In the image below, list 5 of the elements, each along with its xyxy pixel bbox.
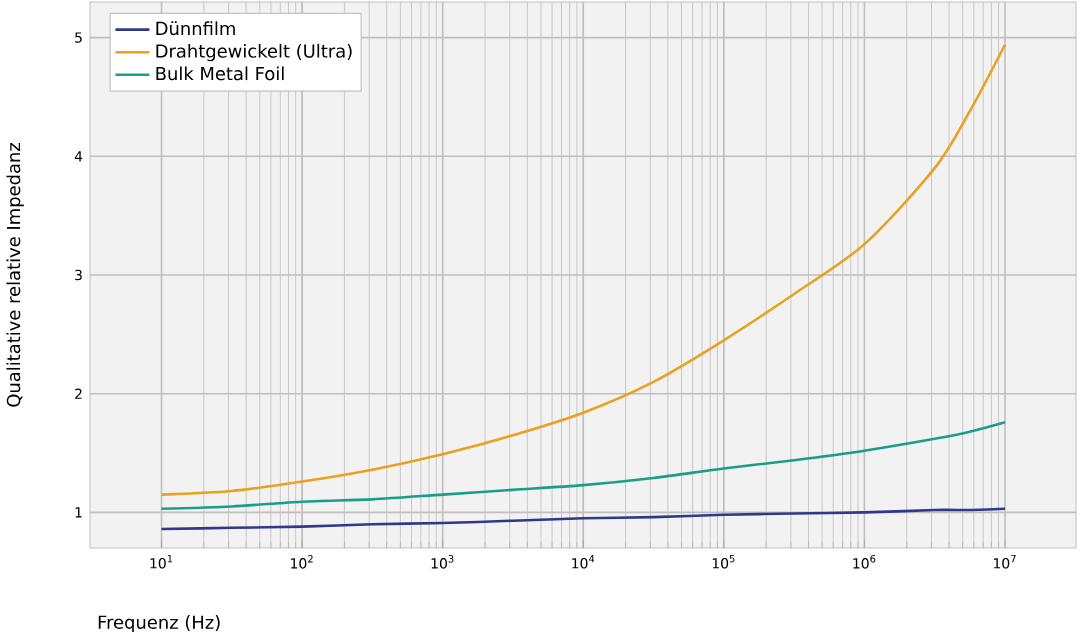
legend-label: Bulk Metal Foil [156,66,284,81]
legend-label: Drahtgewickelt (Ultra) [156,43,352,62]
y-axis-title: Qualitative relative Impedanz [6,143,24,407]
x-axis-title: Frequenz (Hz) [98,615,220,632]
legend-label: Dünnfilm [156,21,235,36]
